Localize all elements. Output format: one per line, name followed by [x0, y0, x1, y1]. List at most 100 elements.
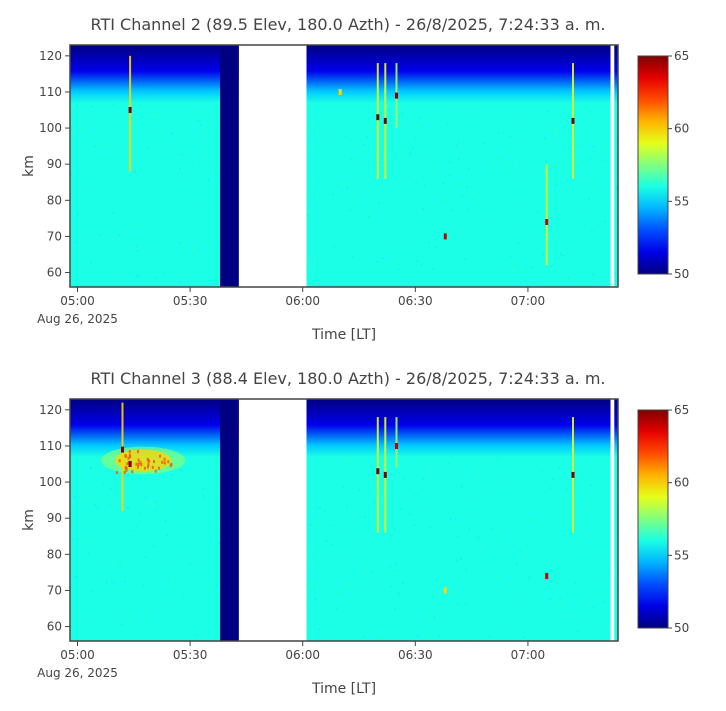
noise-speck	[457, 158, 460, 160]
noise-speck	[390, 585, 392, 588]
echo-point	[571, 471, 575, 478]
noise-speck	[508, 479, 511, 481]
noise-speck	[166, 534, 168, 536]
noise-speck	[182, 553, 185, 555]
noise-speck	[129, 271, 131, 273]
enhanced-layer-speck	[123, 470, 126, 474]
noise-speck	[425, 634, 427, 637]
noise-speck	[394, 608, 396, 610]
noise-speck	[336, 592, 339, 595]
noise-speck	[497, 532, 499, 535]
colorbar	[637, 409, 669, 629]
noise-speck	[362, 543, 365, 545]
noise-speck	[332, 193, 334, 195]
noise-speck	[163, 272, 165, 275]
y-tick-label: 120	[39, 49, 62, 63]
noise-speck	[608, 627, 610, 630]
noise-speck	[73, 496, 76, 498]
colorbar-tick-label: 65	[674, 49, 689, 63]
x-axis-title: Time [LT]	[311, 681, 376, 697]
noise-speck	[395, 563, 397, 565]
noise-speck	[402, 582, 404, 584]
noise-speck	[549, 168, 551, 170]
noise-speck	[166, 566, 169, 568]
noise-speck	[90, 262, 92, 264]
noise-speck	[514, 171, 517, 173]
noise-speck	[178, 242, 181, 244]
noise-speck	[422, 208, 424, 210]
noise-speck	[203, 202, 205, 205]
noise-speck	[443, 472, 445, 474]
noise-speck	[463, 516, 466, 519]
noise-speck	[487, 574, 490, 576]
noise-speck	[476, 196, 478, 199]
x-tick-label: 05:00	[60, 294, 95, 308]
vertical-streak	[545, 164, 548, 266]
noise-speck	[559, 597, 561, 600]
echo-point	[383, 117, 387, 124]
noise-speck	[74, 576, 76, 578]
noise-speck	[563, 252, 565, 254]
noise-speck	[560, 601, 562, 604]
enhanced-layer-speck	[115, 471, 118, 475]
noise-speck	[497, 132, 500, 134]
noise-speck	[215, 489, 217, 491]
vertical-streak	[395, 417, 398, 468]
noise-speck	[485, 494, 487, 496]
noise-speck	[143, 249, 145, 252]
y-tick-label: 110	[39, 85, 62, 99]
noise-speck	[519, 550, 521, 552]
noise-speck	[343, 459, 345, 462]
noise-speck	[509, 135, 511, 138]
vertical-streak	[121, 402, 124, 511]
enhanced-layer-speck	[147, 459, 150, 463]
noise-speck	[380, 638, 383, 641]
noise-speck	[541, 471, 543, 473]
enhanced-layer-speck	[137, 465, 139, 469]
enhanced-layer-speck	[159, 454, 162, 458]
noise-speck	[159, 131, 161, 133]
noise-speck	[113, 582, 115, 584]
noise-speck	[153, 116, 155, 118]
enhanced-layer-speck	[126, 462, 129, 466]
enhanced-layer-speck	[153, 460, 155, 463]
noise-speck	[306, 602, 308, 605]
y-tick-label: 70	[47, 583, 62, 597]
x-date-label: Aug 26, 2025	[37, 666, 118, 680]
noise-speck	[82, 128, 84, 130]
noise-speck	[112, 238, 114, 241]
colorbar-tick-label: 65	[674, 403, 689, 417]
noise-speck	[411, 151, 414, 153]
noise-speck	[462, 148, 464, 151]
noise-speck	[554, 131, 557, 133]
noise-speck	[140, 226, 142, 228]
noise-speck	[418, 155, 420, 158]
noise-speck	[75, 576, 78, 578]
noise-speck	[603, 150, 605, 153]
noise-speck	[548, 237, 551, 239]
noise-speck	[378, 202, 380, 204]
colorbar-tick-label: 60	[674, 476, 689, 490]
noise-speck	[419, 117, 421, 119]
noise-speck	[406, 109, 408, 111]
noise-speck	[178, 281, 181, 283]
noise-speck	[433, 617, 436, 620]
noise-speck	[387, 108, 390, 111]
noise-speck	[550, 265, 553, 268]
x-tick-label: 06:00	[285, 294, 320, 308]
noise-speck	[454, 518, 457, 521]
noise-speck	[179, 168, 181, 170]
noise-speck	[401, 112, 404, 115]
noise-speck	[601, 159, 604, 162]
noise-speck	[142, 585, 145, 587]
enhanced-layer-speck	[137, 450, 139, 454]
noise-speck	[514, 161, 517, 163]
noise-speck	[344, 135, 346, 137]
noise-speck	[110, 487, 112, 490]
colorbar-tick-label: 50	[674, 621, 689, 635]
colorbar-tick-label: 60	[674, 122, 689, 136]
noise-speck	[124, 580, 126, 583]
noise-speck	[362, 636, 365, 638]
noise-speck	[218, 542, 220, 544]
noise-speck	[109, 503, 111, 505]
